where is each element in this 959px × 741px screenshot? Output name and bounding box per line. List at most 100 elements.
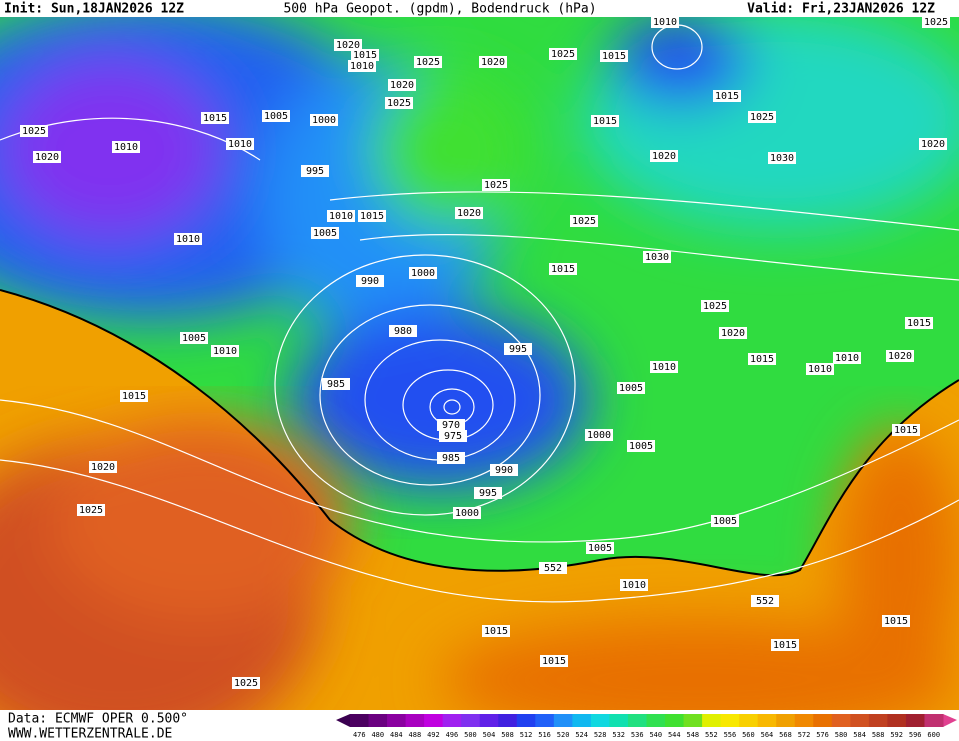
colorbar-swatch bbox=[572, 714, 592, 727]
isobar-label-bg bbox=[112, 141, 140, 153]
colorbar-swatch bbox=[368, 714, 388, 727]
isobar-label-bg bbox=[311, 227, 339, 239]
colorbar-label: 600 bbox=[927, 731, 940, 739]
isobar-label-bg bbox=[437, 419, 465, 431]
isobar-label: 1020 bbox=[336, 40, 360, 51]
colorbar-swatch bbox=[516, 714, 536, 727]
isobar-labels: 1020 1015 1010 1025 1020 1025 1015 1010 1025 1025… bbox=[20, 16, 950, 689]
isobar-label-bg bbox=[356, 275, 384, 287]
colorbar-label: 484 bbox=[390, 731, 403, 739]
colorbar-label: 548 bbox=[687, 731, 700, 739]
isobar-label: 1020 bbox=[888, 351, 912, 362]
colorbar-swatch bbox=[535, 714, 555, 727]
colorbar-label: 492 bbox=[427, 731, 440, 739]
isobar-label-bg bbox=[351, 49, 379, 61]
isobar-label-bg bbox=[585, 429, 613, 441]
isobar-label-bg bbox=[617, 382, 645, 394]
isobar-label: 1025 bbox=[79, 505, 103, 516]
colorbar-swatch bbox=[887, 714, 907, 727]
colorbar-swatch bbox=[646, 714, 666, 727]
isobar-label-bg bbox=[651, 16, 679, 28]
colorbar-swatch bbox=[590, 714, 610, 727]
isobar-label: 1015 bbox=[551, 264, 575, 275]
isobar-label-bg bbox=[327, 210, 355, 222]
isobar-label: 1010 bbox=[653, 17, 677, 28]
isobar-label-bg bbox=[643, 251, 671, 263]
site-name: WWW.WETTERZENTRALE.DE bbox=[8, 727, 172, 741]
isobar-label: 1025 bbox=[234, 678, 258, 689]
isobar-label: 1015 bbox=[894, 425, 918, 436]
isobar-label-bg bbox=[455, 207, 483, 219]
colorbar-swatch bbox=[794, 714, 814, 727]
isobar-label: 1010 bbox=[329, 211, 353, 222]
isobar-label-bg bbox=[322, 378, 350, 390]
isobar-label-bg bbox=[701, 300, 729, 312]
isobar-label-bg bbox=[650, 361, 678, 373]
colorbar-swatch bbox=[498, 714, 518, 727]
isobar-label: 1020 bbox=[91, 462, 115, 473]
isobar-label: 1010 bbox=[622, 580, 646, 591]
isobar-label: 1015 bbox=[750, 354, 774, 365]
colorbar-label: 556 bbox=[724, 731, 737, 739]
isobar-label: 995 bbox=[306, 166, 324, 177]
isobar-label: 1010 bbox=[835, 353, 859, 364]
isobar-label-bg bbox=[301, 165, 329, 177]
isobar-label-bg bbox=[20, 125, 48, 137]
isobar-label: 1025 bbox=[387, 98, 411, 109]
isobar-label-bg bbox=[174, 233, 202, 245]
isobar-label-bg bbox=[600, 50, 628, 62]
isobar-label: 552 bbox=[544, 563, 562, 574]
isobar-label-bg bbox=[358, 210, 386, 222]
isobar-label: 1030 bbox=[770, 153, 794, 164]
isobar-label: 1020 bbox=[390, 80, 414, 91]
colorbar-swatch bbox=[350, 714, 370, 727]
isobar-label-bg bbox=[591, 115, 619, 127]
isobar-label: 1015 bbox=[593, 116, 617, 127]
isobar-label-bg bbox=[771, 639, 799, 651]
colorbar-label: 560 bbox=[742, 731, 755, 739]
isobar-label: 1025 bbox=[416, 57, 440, 68]
colorbar-label: 512 bbox=[520, 731, 533, 739]
isobar-label-bg bbox=[549, 48, 577, 60]
isobar-label: 1010 bbox=[652, 362, 676, 373]
colorbar-swatch bbox=[757, 714, 777, 727]
isobar-label: 990 bbox=[361, 276, 379, 287]
isobar-label: 1020 bbox=[457, 208, 481, 219]
isobar-label-bg bbox=[748, 111, 776, 123]
colorbar-label: 496 bbox=[446, 731, 459, 739]
colorbar-label: 552 bbox=[705, 731, 718, 739]
isobar-label-bg bbox=[33, 151, 61, 163]
isobar-label: 1000 bbox=[411, 268, 435, 279]
isobar-label-bg bbox=[89, 461, 117, 473]
colorbar-swatch bbox=[665, 714, 685, 727]
isobar-label: 1020 bbox=[721, 328, 745, 339]
isobar-label-bg bbox=[385, 97, 413, 109]
colorbar-swatch bbox=[739, 714, 759, 727]
colorbar-label: 568 bbox=[779, 731, 792, 739]
isobar-label: 1015 bbox=[203, 113, 227, 124]
isobar-label: 1005 bbox=[713, 516, 737, 527]
isobar-label: 1005 bbox=[588, 543, 612, 554]
isobar-label: 1005 bbox=[264, 111, 288, 122]
init-text: Init: Sun,18JAN2026 12Z bbox=[4, 2, 184, 17]
isobar-label: 1010 bbox=[114, 142, 138, 153]
isobar-label: 1015 bbox=[907, 318, 931, 329]
colorbar-label: 516 bbox=[538, 731, 551, 739]
isobar-label: 1015 bbox=[122, 391, 146, 402]
colorbar-label: 588 bbox=[872, 731, 885, 739]
colorbar-swatch bbox=[479, 714, 499, 727]
isobar-label-bg bbox=[389, 325, 417, 337]
colorbar: 476 480 484 488 492 496 500 504 508 512 516 520 524 5… bbox=[350, 714, 944, 739]
isobar-label: 1015 bbox=[542, 656, 566, 667]
isobar-label: 1015 bbox=[484, 626, 508, 637]
colorbar-min-arrow bbox=[336, 714, 350, 727]
isobar-label-bg bbox=[711, 515, 739, 527]
isobar-label: 1030 bbox=[645, 252, 669, 263]
isobar-label-bg bbox=[886, 350, 914, 362]
isobar-label: 1005 bbox=[182, 333, 206, 344]
colorbar-label: 572 bbox=[798, 731, 811, 739]
isobar-label: 985 bbox=[327, 379, 345, 390]
